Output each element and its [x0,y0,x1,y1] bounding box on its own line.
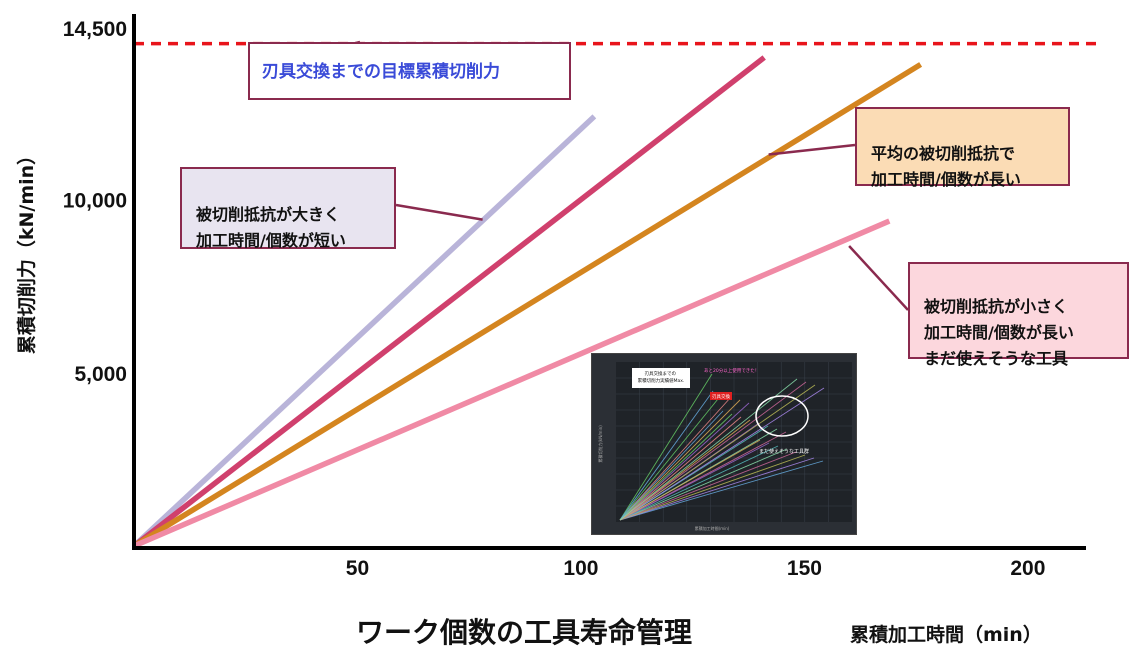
series-line-2 [132,55,766,549]
inset-screenshot: 刃具交換までの 累積切削力実績値Max. あと20分以上使用できた！ 刃具交換 … [591,353,857,535]
inset-series-line [619,396,732,521]
leader-line-4 [848,245,909,311]
series-line-3 [132,62,923,549]
inset-target-box [632,368,690,388]
inset-remaining-label: あと20分以上使用できた！ [704,367,759,374]
inset-series-line [619,413,733,521]
inset-series-line [619,416,742,521]
inset-series-line [619,445,779,521]
inset-series-line [619,387,825,521]
inset-series-line [619,439,761,521]
inset-series-line [619,410,724,521]
inset-series-line [619,402,750,521]
x-tick-label-3: 150 [787,557,822,580]
series-group [132,55,923,549]
series-line-4 [132,218,891,549]
series-line-1 [132,114,597,549]
inset-series-line [619,390,714,521]
callout-small-resistance-text: 被切削抵抗が小さく 加工時間/個数が長い まだ使えそうな工具 [924,297,1074,368]
inset-series-line [619,457,815,521]
x-tick-label-4: 200 [1010,557,1045,580]
inset-lines [619,373,825,521]
y-tick-label-1: 5,000 [74,363,127,386]
inset-series-line [619,419,751,521]
callout-small-resistance: 被切削抵抗が小さく 加工時間/個数が長い まだ使えそうな工具 [908,262,1129,368]
chart-title: ワーク個数の工具寿命管理 [356,616,693,649]
y-tick-labels: 5,000 10,000 [63,190,127,386]
inset-series-line [619,393,723,521]
x-tick-label-2: 100 [563,557,598,580]
x-tick-labels: 50 100 150 200 [346,557,1046,580]
target-callout: 刃具交換までの目標累積切削力 [248,42,571,100]
inset-y-axis-label: 累積切削力(kN/min) [597,425,603,463]
leader-line-2 [395,203,483,221]
leader-line-3 [768,143,856,156]
inset-target-label: 刃具交換までの 累積切削力実績値Max. [638,370,685,384]
inset-group-label: まだ使えそうな工具群 [759,448,809,455]
inset-series-line [619,442,770,521]
inset-x-axis-label: 累積加工時間(min) [695,525,730,531]
inset-series-line [619,451,797,521]
inset-series-line [619,460,824,521]
inset-record-label: 刃具交換 [712,393,730,400]
y-tick-label-2: 10,000 [63,190,127,213]
inset-tool-group-ellipse [755,395,809,437]
inset-series-line [619,454,806,521]
inset-plot: 刃具交換までの 累積切削力実績値Max. あと20分以上使用できた！ 刃具交換 … [597,362,852,531]
x-axis-label: 累積加工時間（min） [850,624,1042,646]
target-callout-text: 刃具交換までの目標累積切削力 [262,62,500,82]
inset-record-box [710,392,732,400]
inset-series-line [619,378,798,521]
target-value-label: 14,500 [63,18,127,41]
callout-average-resistance-text: 平均の被切削抵抗で 加工時間/個数が長い [871,144,1021,189]
y-axis-label: 累積切削力（kN/min） [15,146,38,354]
inset-series-line [619,381,807,521]
inset-series-line [619,384,816,521]
callout-average-resistance: 平均の被切削抵抗で 加工時間/個数が長い [855,107,1070,189]
inset-series-line [619,373,713,521]
callout-large-resistance-text: 被切削抵抗が大きく 加工時間/個数が短い [196,205,346,250]
inset-series-line [619,448,788,521]
callout-large-resistance: 被切削抵抗が大きく 加工時間/個数が短い [180,167,396,250]
x-tick-label-1: 50 [346,557,369,580]
inset-series-line [619,399,741,521]
